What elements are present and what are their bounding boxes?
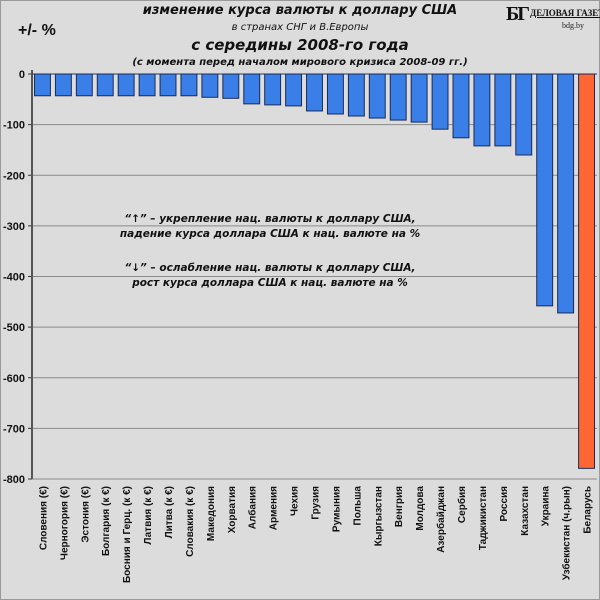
bar [452,73,470,139]
note-up-line2: падение курса доллара США к нац. валюте … [119,228,421,240]
bar [138,73,156,97]
legend-note-strengthening: “↑” – укрепление нац. валюты к доллару С… [100,212,440,242]
y-tick-label: 0 [19,69,25,81]
x-tick-label: Хорватия [227,486,238,533]
y-tick-label: -500 [3,322,25,334]
x-tick-label: Грузия [311,486,322,520]
bar [536,73,554,307]
y-axis-unit-label: +/- % [18,22,56,39]
y-tick-label: -300 [3,221,25,233]
y-tick-label: -200 [3,170,25,182]
chart-subtitle-note: (с момента перед началом мирового кризис… [132,57,468,68]
x-tick-label: Молдова [415,486,426,531]
x-tick-label: Армения [269,486,280,530]
x-tick-label: Польша [352,486,363,526]
bar [494,73,512,147]
bar [201,73,219,98]
x-tick-label: Таджикистан [478,486,489,550]
logo-site: bdg.by [562,21,584,30]
x-tick-label: Болгария (к €) [101,486,112,556]
chart-subtitle-region: в странах СНГ и В.Европы [231,22,369,33]
x-tick-label: Азербайджан [435,486,447,553]
x-tick-label: Узбекистан (ч.рын) [561,486,573,580]
legend-note-weakening: “↓” – ослабление нац. валюты к доллару С… [100,261,440,291]
logo-mark: БГ [506,3,530,25]
x-tick-label: Беларусь [583,486,594,534]
bar [285,73,303,107]
bar [368,73,386,119]
bar [557,73,575,314]
bar [515,73,533,156]
x-tick-label: Босния и Герц. (к €) [122,486,133,583]
bar [473,73,491,147]
x-tick-label: Черногория (€) [59,486,70,560]
bar [347,73,365,117]
x-tick-label: Словакия (к €) [185,486,196,557]
bar [180,73,198,97]
y-tick-label: -400 [3,272,25,284]
x-tick-label: Албания [247,486,259,529]
x-tick-label: Македония [206,486,217,541]
bar [389,73,407,121]
bar [264,73,282,106]
note-down-line2: рост курса доллара США к нац. валюте на … [132,277,408,289]
x-tick-label: Латвия (к €) [143,486,154,545]
bar [75,73,93,97]
x-tick-label: Румыния [331,486,342,532]
bar [96,73,114,97]
bar [306,73,323,112]
y-tick-label: -700 [3,423,25,435]
x-tick-label: Украина [541,486,552,527]
x-tick-label: Казахстан [520,486,531,536]
bar [222,73,240,99]
bar [431,73,449,130]
bar [159,73,177,97]
logo-name: ДЕЛОВАЯ ГАЗЕТА [530,8,600,18]
chart-title: изменение курса валюты к доллару США [142,3,458,18]
y-tick-label: -800 [3,474,25,486]
x-tick-label: Эстония (€) [80,486,91,543]
x-tick-label: Чехия [290,486,301,516]
y-tick-label: -600 [3,373,25,385]
x-tick-label: Венгрия [394,486,405,527]
bar [578,73,595,469]
bar [117,73,135,97]
x-tick-label: Кыргызстан [373,486,384,546]
publisher-logo: БГ ДЕЛОВАЯ ГАЗЕТА bdg.by [506,3,600,30]
x-tick-label: Словения (€) [38,486,49,550]
y-tick-label: -100 [3,120,25,132]
x-tick-label: Россия [499,486,510,522]
x-tick-label: Сербия [456,486,468,523]
chart-subtitle-period: с середины 2008-го года [191,36,409,54]
bar [243,73,261,105]
note-down-line1: “↓” – ослабление нац. валюты к доллару С… [124,262,416,274]
x-tick-label: Литва (к €) [164,486,175,538]
note-up-line1: “↑” – укрепление нац. валюты к доллару С… [124,213,416,225]
bar [54,73,72,97]
bar [326,73,344,115]
bar [410,73,428,123]
bar [34,73,51,97]
